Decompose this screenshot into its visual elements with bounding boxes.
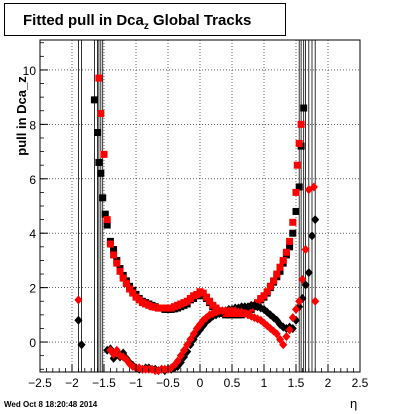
title-subscript: z	[143, 21, 149, 32]
x-tick-label: 1.5	[288, 376, 305, 390]
marker-diamond-red	[176, 351, 185, 361]
x-tick-label: −0.5	[156, 376, 180, 390]
marker-square-red	[206, 297, 214, 305]
marker-square-red	[289, 218, 297, 226]
x-tick-label: 2.5	[352, 376, 369, 390]
marker-square-black	[300, 104, 308, 112]
marker-square-red	[286, 237, 294, 245]
x-tick-label: −2.5	[28, 376, 52, 390]
y-tick-label: 0	[29, 336, 36, 350]
marker-diamond-black	[304, 268, 313, 278]
marker-square-black	[110, 246, 118, 254]
marker-diamond-red	[301, 245, 310, 255]
marker-diamond-red	[189, 329, 198, 339]
x-tick-label: 0.5	[224, 376, 241, 390]
title-main: Fitted pull in Dca	[23, 12, 144, 29]
marker-square-red	[100, 150, 108, 158]
chart-title: Fitted pull in Dcaz Global Tracks	[23, 12, 251, 32]
marker-square-black	[97, 169, 105, 177]
marker-diamond-red	[173, 356, 182, 366]
marker-square-red	[202, 293, 210, 301]
data-points	[74, 74, 320, 376]
marker-square-red	[116, 267, 124, 275]
marker-diamond-red	[298, 274, 307, 284]
marker-diamond-red	[74, 295, 83, 305]
marker-diamond-red	[186, 334, 195, 344]
y-axis-label-text: pull in Dca_z	[14, 76, 29, 156]
marker-diamond-red	[112, 345, 121, 355]
marker-square-red	[129, 289, 137, 297]
timestamp: Wed Oct 8 18:20:48 2014	[4, 400, 98, 409]
marker-diamond-red	[285, 325, 294, 335]
marker-square-red	[297, 120, 305, 128]
marker-square-red	[122, 280, 130, 288]
y-tick-label: 4	[29, 227, 36, 241]
x-axis: −2.5 −2 −1.5 −1 −0.5 0 0.5 1 1.5 2 2.5	[28, 364, 369, 390]
marker-square-black	[295, 183, 303, 191]
marker-square-red	[295, 139, 303, 147]
marker-square-red	[119, 274, 127, 282]
marker-diamond-black	[301, 280, 310, 290]
marker-square-black	[90, 96, 98, 104]
title-box: Fitted pull in Dcaz Global Tracks	[4, 3, 286, 36]
marker-diamond-black	[311, 215, 320, 225]
marker-square-red	[199, 289, 207, 297]
y-tick-label: 8	[29, 118, 36, 132]
marker-square-red	[106, 240, 114, 248]
y-tick-label: 10	[23, 64, 37, 78]
marker-square-red	[103, 216, 111, 224]
marker-diamond-red	[183, 340, 192, 350]
x-tick-label: 1	[261, 376, 268, 390]
marker-diamond-red	[180, 345, 188, 355]
marker-diamond-red	[288, 313, 297, 323]
marker-square-red	[292, 188, 300, 196]
marker-square-red	[263, 288, 271, 296]
marker-square-red	[126, 285, 134, 293]
marker-square-red	[266, 282, 274, 290]
marker-diamond-red	[282, 332, 291, 342]
marker-square-red	[113, 259, 121, 267]
x-tick-label: −2	[65, 376, 79, 390]
marker-square-red	[95, 74, 103, 82]
marker-diamond-black	[308, 231, 316, 241]
marker-square-black	[94, 129, 102, 137]
x-tick-label: 0	[197, 376, 204, 390]
marker-square-red	[273, 270, 281, 278]
marker-diamond-red	[311, 296, 320, 306]
y-tick-label: 2	[29, 282, 36, 296]
marker-square-black	[95, 158, 103, 166]
x-axis-label: η	[350, 396, 358, 411]
marker-square-black	[292, 207, 300, 215]
marker-diamond-red	[276, 334, 284, 344]
marker-diamond-red	[292, 304, 300, 314]
marker-square-red	[260, 292, 268, 300]
marker-diamond-red	[279, 340, 288, 350]
y-axis-label: pull in Dca_z	[14, 76, 29, 155]
marker-square-red	[97, 109, 105, 117]
marker-square-black	[99, 194, 107, 202]
marker-square-red	[279, 256, 287, 264]
marker-diamond-red	[272, 329, 281, 339]
x-tick-label: 2	[325, 376, 332, 390]
marker-diamond-black	[77, 340, 86, 350]
marker-square-black	[103, 221, 111, 229]
y-tick-label: 6	[29, 173, 36, 187]
marker-diamond-red	[309, 182, 318, 192]
marker-square-red	[276, 263, 284, 271]
marker-square-red	[110, 251, 118, 259]
marker-diamond-black	[74, 315, 83, 325]
marker-square-black	[286, 243, 294, 251]
marker-square-red	[270, 277, 278, 285]
x-tick-label: −1	[129, 376, 143, 390]
marker-square-red	[282, 248, 290, 256]
y-axis: 0 2 4 6 8 10	[23, 42, 48, 370]
marker-square-red	[293, 161, 301, 169]
marker-diamond-red	[295, 296, 304, 306]
title-rest: Global Tracks	[148, 12, 252, 29]
marker-square-black	[289, 229, 297, 237]
x-tick-label: −1.5	[92, 376, 116, 390]
marker-square-black	[101, 210, 109, 218]
